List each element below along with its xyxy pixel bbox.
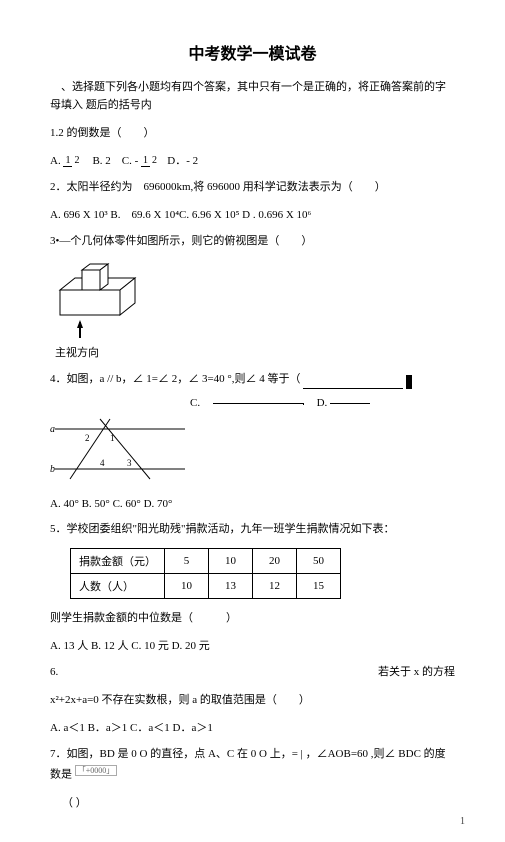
q4-d: D. <box>317 397 328 409</box>
q7-paren: （ ） <box>62 794 455 814</box>
q1-b: B. 2 <box>92 155 110 167</box>
cell: 10 <box>165 574 209 599</box>
donation-table: 捐款金额（元） 5 10 20 50 人数（人） 10 13 12 15 <box>70 548 341 599</box>
cell: 50 <box>297 549 341 574</box>
q4-figure: a b 2 1 4 3 <box>50 414 455 488</box>
svg-text:2: 2 <box>85 433 90 443</box>
q3-label: 主视方向 <box>55 344 455 360</box>
q2-stem: 2．太阳半径约为 696000km,将 696000 用科学记数法表示为（ ） <box>50 178 455 198</box>
q5-after: 则学生捐款金额的中位数是（ ） <box>50 609 455 629</box>
q1-d: D．- 2 <box>167 155 198 167</box>
page-number: 1 <box>460 816 465 827</box>
q4-c: C. <box>190 397 200 409</box>
q6-num: 6. <box>50 663 58 683</box>
svg-text:1: 1 <box>110 433 115 443</box>
q7-tag: 「+0000」 <box>75 765 118 776</box>
q6-row: 6. 若关于 x 的方程 <box>50 663 455 691</box>
cell: 10 <box>209 549 253 574</box>
svg-text:3: 3 <box>127 458 132 468</box>
q6-stem: x²+2x+a=0 不存在实数根，则 a 的取值范围是（ ） <box>50 691 455 711</box>
q4-mark <box>406 375 412 389</box>
q1-c: C. - <box>122 155 139 167</box>
q1-a: A. <box>50 155 61 167</box>
frac-num: 1 <box>141 155 150 167</box>
q3-stem: 3•—个几何体零件如图所示，则它的俯视图是（ ） <box>50 232 455 252</box>
svg-text:4: 4 <box>100 458 105 468</box>
q6-opts: A. a＜1 B．a＞1 C．a＜1 D．a＞1 <box>50 719 455 735</box>
cell: 20 <box>253 549 297 574</box>
q1-stem: 1.2 的倒数是（ ） <box>50 124 455 144</box>
table-row: 人数（人） 10 13 12 15 <box>71 574 341 599</box>
table-row: 捐款金额（元） 5 10 20 50 <box>71 549 341 574</box>
cell: 13 <box>209 574 253 599</box>
page-title: 中考数学一模试卷 <box>50 40 455 64</box>
q5-opts: A. 13 人 B. 12 人 C. 10 元 D. 20 元 <box>50 637 455 653</box>
cell: 12 <box>253 574 297 599</box>
cell: 5 <box>165 549 209 574</box>
q5-stem: 5．学校团委组织"阳光助残"捐款活动，九年一班学生捐款情况如下表： <box>50 520 455 540</box>
q4-cd: C. D. <box>190 397 455 409</box>
frac-den: 2 <box>150 155 159 166</box>
cell: 人数（人） <box>71 574 165 599</box>
q4-blank <box>303 388 403 389</box>
q2-opts: A. 696 X 10³ B. 69.6 X 10⁴C. 6.96 X 10⁵ … <box>50 206 455 222</box>
q3-figure: 主视方向 <box>50 260 455 360</box>
q6-right: 若关于 x 的方程 <box>378 663 455 683</box>
q4-line2 <box>330 403 370 405</box>
q4-opts: A. 40° B. 50° C. 60° D. 70° <box>50 498 455 510</box>
q4-stem: 4．如图，a // b，∠ 1=∠ 2，∠ 3=40 °,则∠ 4 等于（ <box>50 370 455 390</box>
q7-stem: 7．如图，BD 是 0 O 的直径，点 A、C 在 0 O 上，= | ，∠AO… <box>50 745 455 786</box>
cell: 捐款金额（元） <box>71 549 165 574</box>
cell: 15 <box>297 574 341 599</box>
q1-frac2: 12 <box>141 156 159 166</box>
instruction: 、选择题下列各小题均有四个答案，其中只有一个是正确的，将正确答案前的字母填入 题… <box>50 79 455 114</box>
q4-line1 <box>213 403 304 405</box>
frac-den: 2 <box>72 155 81 166</box>
q1-frac: 12 <box>63 156 81 166</box>
q4-text: 4．如图，a // b，∠ 1=∠ 2，∠ 3=40 °,则∠ 4 等于（ <box>50 373 301 385</box>
svg-text:b: b <box>50 464 55 475</box>
svg-text:a: a <box>50 424 55 435</box>
q1-opts: A. 12 B. 2 C. - 12 D．- 2 <box>50 152 455 168</box>
